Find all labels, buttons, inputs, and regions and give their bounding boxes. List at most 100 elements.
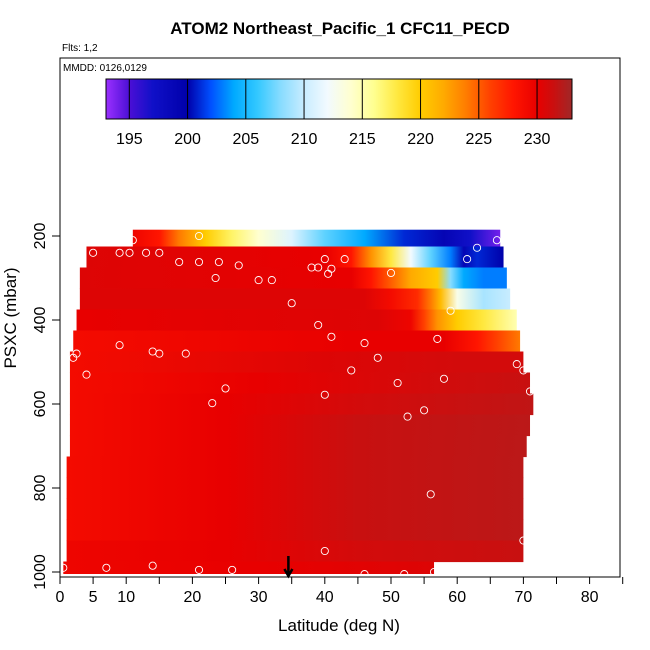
flights-annotation: Flts: 1,2 xyxy=(62,43,98,54)
sample-point xyxy=(320,255,329,264)
sample-point xyxy=(512,360,521,369)
sample-point xyxy=(142,248,151,257)
sample-point xyxy=(115,341,124,350)
heatmap-band xyxy=(76,309,517,332)
heatmap-band xyxy=(66,498,524,521)
sample-point xyxy=(327,332,336,341)
sample-point xyxy=(307,263,316,272)
heatmap-band xyxy=(66,540,524,563)
sample-point xyxy=(360,570,369,579)
heatmap-band xyxy=(69,372,531,395)
sample-point xyxy=(115,248,124,257)
heatmap-band xyxy=(73,330,521,353)
sample-point xyxy=(340,255,349,264)
heatmap-band xyxy=(69,351,524,374)
sample-point xyxy=(102,563,111,572)
sample-point xyxy=(254,276,263,285)
x-tick-label: 60 xyxy=(448,589,466,606)
colorbar: 195 200 205 210 215 220 225 230 xyxy=(105,78,573,148)
sample-point xyxy=(125,248,134,257)
sample-point xyxy=(72,349,81,358)
x-tick-label: 20 xyxy=(184,589,202,606)
sample-point xyxy=(194,257,204,267)
heatmap-band xyxy=(79,267,507,290)
sample-point xyxy=(228,565,237,574)
sample-point xyxy=(234,261,243,270)
x-tick-label: 10 xyxy=(117,589,135,606)
x-axis: 0 5 10 20 30 40 50 60 70 80 xyxy=(56,577,624,606)
sample-point xyxy=(194,565,204,574)
sample-point xyxy=(492,236,501,245)
x-tick-label: 0 xyxy=(56,589,65,606)
x-tick-label: 30 xyxy=(250,589,268,606)
plot-frame xyxy=(59,57,621,578)
sample-point xyxy=(155,248,164,257)
chart-title: ATOM2 Northeast_Pacific_1 CFC11_PECD xyxy=(170,19,510,38)
colorbar-gradient xyxy=(105,78,573,120)
sample-point xyxy=(426,490,435,499)
sample-point xyxy=(373,353,382,362)
y-tick-label: 200 xyxy=(32,223,49,250)
heatmap-band xyxy=(69,414,531,437)
sample-point xyxy=(525,387,535,396)
colorbar-tick-label: 225 xyxy=(465,131,492,148)
colorbar-tick-label: 215 xyxy=(349,131,376,148)
sample-point xyxy=(360,339,369,348)
sample-point xyxy=(214,257,223,267)
colorbar-tick-label: 230 xyxy=(524,131,551,148)
heatmap-band xyxy=(132,229,501,247)
date-annotation: MMDD: 0126,0129 xyxy=(63,63,147,74)
sample-point xyxy=(519,366,528,375)
y-axis: 200 400 600 800 1000 xyxy=(32,223,60,590)
sample-point xyxy=(314,263,323,272)
sample-point xyxy=(400,570,409,579)
sample-point xyxy=(320,390,329,399)
y-tick-label: 1000 xyxy=(32,554,49,590)
heatmap-band xyxy=(69,435,527,458)
sample-points xyxy=(59,231,535,579)
heatmap-band xyxy=(69,393,534,416)
heatmap-band xyxy=(86,246,504,269)
y-tick-label: 600 xyxy=(32,391,49,418)
colorbar-tick-label: 210 xyxy=(291,131,318,148)
sample-point xyxy=(194,231,204,241)
sample-point xyxy=(347,366,356,375)
colorbar-tick-label: 200 xyxy=(174,131,201,148)
sample-point xyxy=(439,374,449,383)
sample-point xyxy=(148,561,157,570)
y-tick-label: 400 xyxy=(32,307,49,334)
heatmap-band xyxy=(66,477,524,500)
sample-point xyxy=(221,384,230,393)
sample-point xyxy=(403,412,412,421)
sample-point xyxy=(433,334,442,343)
sample-point xyxy=(211,273,220,283)
sample-point xyxy=(314,320,323,330)
y-axis-label: PSXC (mbar) xyxy=(1,267,20,368)
sample-point xyxy=(128,236,137,245)
sample-point xyxy=(267,276,276,285)
y-tick-label: 800 xyxy=(32,475,49,502)
sample-point xyxy=(82,370,91,379)
x-tick-label: 40 xyxy=(316,589,334,606)
sample-point xyxy=(463,255,472,264)
heatmap-band xyxy=(63,561,435,574)
location-arrow xyxy=(283,556,294,579)
heatmap-band xyxy=(66,519,524,542)
x-tick-label: 50 xyxy=(382,589,400,606)
heatmap-band xyxy=(66,456,524,479)
x-tick-label: 80 xyxy=(581,589,599,606)
sample-point xyxy=(89,248,98,257)
sample-point xyxy=(324,269,333,278)
colorbar-tick-label: 205 xyxy=(232,131,259,148)
colorbar-tick-label: 195 xyxy=(116,131,143,148)
sample-point xyxy=(320,546,329,556)
sample-point xyxy=(155,349,164,358)
x-axis-label: Latitude (deg N) xyxy=(278,616,400,635)
sample-point xyxy=(420,406,429,415)
sample-point xyxy=(175,257,184,267)
sample-point xyxy=(429,567,439,577)
sample-point xyxy=(519,536,528,545)
sample-point xyxy=(287,299,296,308)
sample-point xyxy=(208,399,217,408)
